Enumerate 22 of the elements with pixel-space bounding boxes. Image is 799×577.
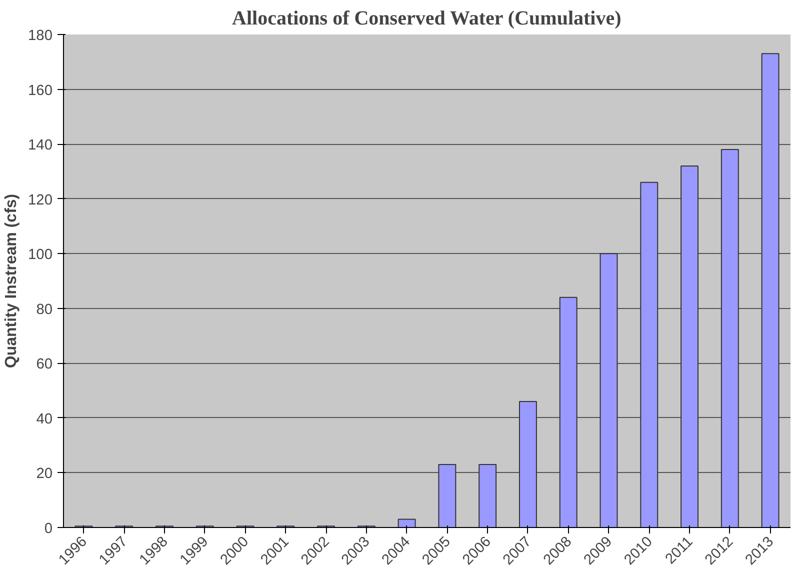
bar	[640, 182, 658, 528]
bar	[559, 296, 578, 528]
y-tick-label: 0	[44, 521, 53, 537]
bar	[761, 53, 780, 528]
y-axis-title: Quantity Instream (cfs)	[3, 194, 20, 368]
bar	[600, 253, 618, 528]
bar	[438, 464, 456, 528]
bar	[680, 165, 699, 528]
y-tick-label: 20	[36, 466, 53, 482]
chart-title: Allocations of Conserved Water (Cumulative)	[232, 8, 622, 30]
y-tick-label: 60	[36, 356, 53, 373]
y-tick-label: 40	[36, 411, 53, 428]
bar	[720, 149, 739, 528]
bar	[398, 518, 416, 528]
y-tick-label: 80	[36, 302, 53, 318]
bar	[478, 464, 497, 528]
y-tick-label: 120	[28, 192, 53, 208]
y-tick-label: 100	[28, 247, 53, 264]
y-tick-label: 160	[28, 82, 53, 99]
bar	[518, 401, 537, 528]
y-tick-label: 140	[28, 138, 53, 154]
y-tick-label: 180	[28, 28, 53, 44]
